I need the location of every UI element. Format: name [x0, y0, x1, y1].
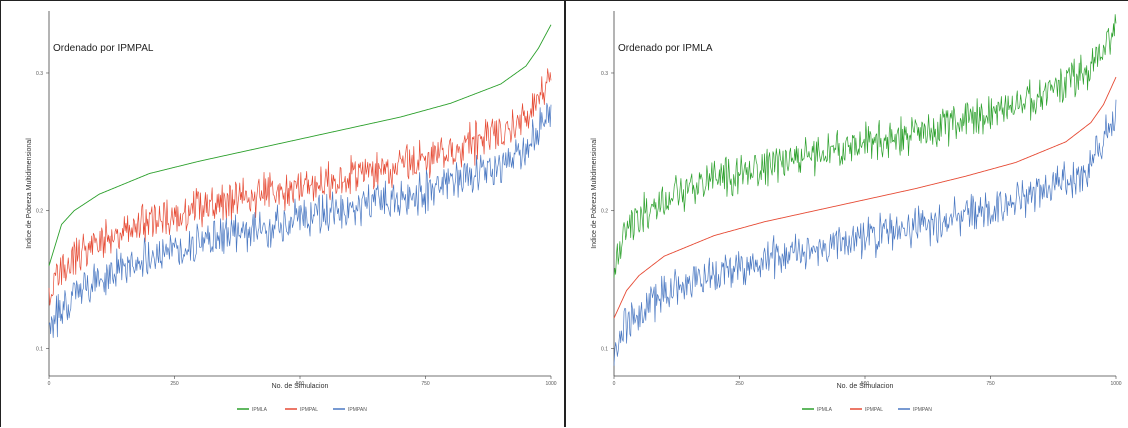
x-axis-label: No. de Simulacion — [837, 383, 894, 390]
series-line-ipmpan — [613, 99, 1117, 366]
series-line-ipmpal — [48, 68, 552, 306]
legend-label: IPMPAL — [865, 407, 883, 413]
x-tick-label: 0 — [48, 381, 51, 387]
series-line-ipmla — [613, 14, 1117, 278]
chart-panel-left: Ordenado por IPMPAL 0 250 500 750 1000 0.1 0.2 0… — [0, 0, 564, 427]
x-axis-label: No. de Simulacion — [272, 383, 329, 390]
legend: IPMLA IPMPAL IPMPAN — [802, 407, 932, 413]
series-line-ipmpal — [613, 76, 1117, 319]
legend-label: IPMLA — [817, 407, 833, 413]
chart-left-svg: Ordenado por IPMPAL 0 250 500 750 1000 0.1 0.2 0… — [26, 11, 557, 413]
chart-right-svg: Ordenado por IPMLA 0 250 500 750 1000 0.1 0.2 0.… — [591, 11, 1122, 413]
x-tick-label: 250 — [735, 381, 744, 387]
y-axis-label: Indice de Pobreza Multidimensional — [26, 138, 33, 249]
x-tick-label: 750 — [986, 381, 995, 387]
x-tick-label: 500 — [296, 381, 305, 387]
x-tick-label: 0 — [613, 381, 616, 387]
y-tick-label: 0.1 — [601, 346, 608, 352]
chart-title: Ordenado por IPMPAL — [53, 43, 154, 54]
y-tick-label: 0.2 — [36, 209, 43, 215]
x-tick-label: 1000 — [545, 381, 556, 387]
legend-label: IPMPAL — [300, 407, 318, 413]
y-tick-label: 0.3 — [601, 71, 608, 77]
series-line-ipmpan — [48, 102, 552, 338]
y-tick-label: 0.2 — [601, 209, 608, 215]
series-line-ipmla — [48, 24, 552, 266]
legend: IPMLA IPMPAL IPMPAN — [237, 407, 367, 413]
x-tick-label: 250 — [170, 381, 179, 387]
x-tick-label: 750 — [421, 381, 430, 387]
legend-label: IPMLA — [252, 407, 268, 413]
x-tick-label: 500 — [861, 381, 870, 387]
y-axis-label: Indice de Pobreza Multidimensional — [591, 138, 598, 249]
legend-label: IPMPAN — [913, 407, 932, 413]
y-tick-label: 0.3 — [36, 71, 43, 77]
y-tick-label: 0.1 — [36, 346, 43, 352]
chart-panel-right: Ordenado por IPMLA 0 250 500 750 1000 0.1 0.2 0.… — [564, 0, 1128, 427]
chart-title: Ordenado por IPMLA — [618, 43, 713, 54]
x-tick-label: 1000 — [1110, 381, 1121, 387]
legend-label: IPMPAN — [348, 407, 367, 413]
